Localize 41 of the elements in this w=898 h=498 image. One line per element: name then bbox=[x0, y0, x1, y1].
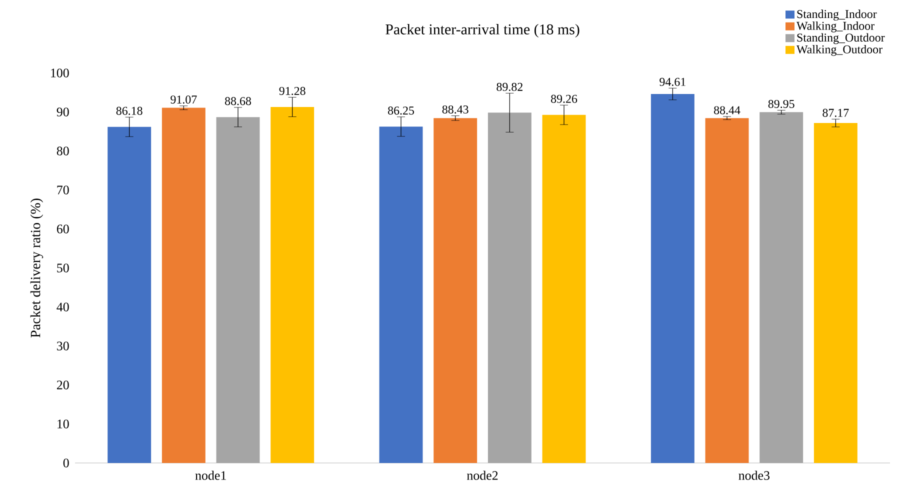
data-label: 86.25 bbox=[388, 106, 414, 115]
y-tick-label: 30 bbox=[57, 342, 69, 350]
legend-label: Standing_Indoor bbox=[797, 10, 877, 21]
bar bbox=[270, 106, 314, 463]
data-label: 91.28 bbox=[279, 86, 306, 96]
data-label: 91.07 bbox=[170, 96, 197, 104]
y-tick-label: 90 bbox=[56, 108, 69, 116]
y-tick-label: 10 bbox=[58, 420, 69, 428]
bar bbox=[379, 126, 423, 463]
data-label: 87.17 bbox=[822, 108, 849, 117]
y-axis-title: Packet delivery ratio (%) bbox=[30, 198, 44, 338]
y-tick-label: 0 bbox=[63, 458, 69, 468]
y-tick-label: 20 bbox=[56, 380, 69, 390]
bar bbox=[162, 108, 206, 463]
bar bbox=[108, 126, 152, 463]
data-label: 89.26 bbox=[551, 94, 578, 103]
chart-title: Packet inter-arrival time (18 ms) bbox=[386, 24, 580, 38]
x-tick-label: node3 bbox=[738, 470, 770, 480]
bar bbox=[650, 94, 694, 463]
legend-label: Walking_Outdoor bbox=[796, 45, 882, 56]
y-tick-label: 80 bbox=[56, 146, 69, 156]
y-tick-label: 60 bbox=[56, 224, 69, 234]
data-label: 89.95 bbox=[768, 100, 794, 108]
data-label: 88.44 bbox=[714, 106, 740, 114]
y-tick-label: 40 bbox=[56, 302, 69, 312]
y-tick-label: 70 bbox=[57, 186, 69, 194]
legend-label: Walking_Indoor bbox=[796, 21, 874, 32]
x-tick-label: node1 bbox=[195, 470, 226, 480]
data-label: 88.68 bbox=[225, 97, 251, 106]
legend-label: Standing_Outdoor bbox=[797, 33, 885, 44]
data-label: 86.18 bbox=[116, 106, 142, 115]
data-label: 88.43 bbox=[442, 105, 468, 114]
bar bbox=[434, 118, 478, 463]
bar bbox=[542, 114, 586, 463]
y-tick-label: 50 bbox=[57, 264, 69, 272]
data-label: 94.61 bbox=[660, 78, 686, 86]
x-tick-label: node2 bbox=[466, 470, 498, 480]
y-tick-label: 100 bbox=[51, 68, 69, 78]
data-label: 89.82 bbox=[496, 82, 522, 91]
bar bbox=[814, 123, 858, 463]
bar bbox=[705, 118, 749, 463]
